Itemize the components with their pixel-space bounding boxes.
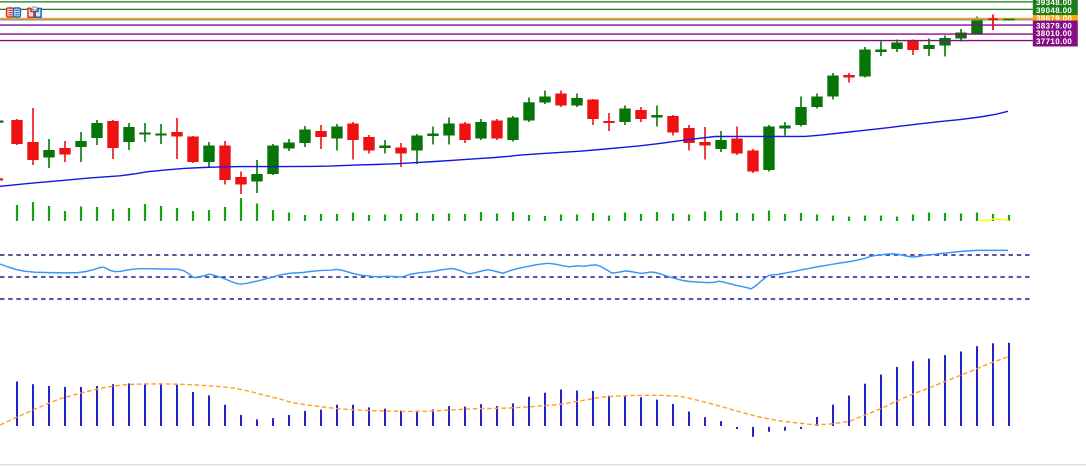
svg-text:38679.00: 38679.00 [1036, 14, 1072, 23]
svg-text:38379.00: 38379.00 [1036, 21, 1072, 30]
svg-text:39348.00: 39348.00 [1036, 0, 1072, 7]
svg-text:39048.00: 39048.00 [1036, 6, 1072, 15]
svg-text:38010.00: 38010.00 [1036, 29, 1072, 38]
svg-text:37710.00: 37710.00 [1036, 37, 1072, 46]
